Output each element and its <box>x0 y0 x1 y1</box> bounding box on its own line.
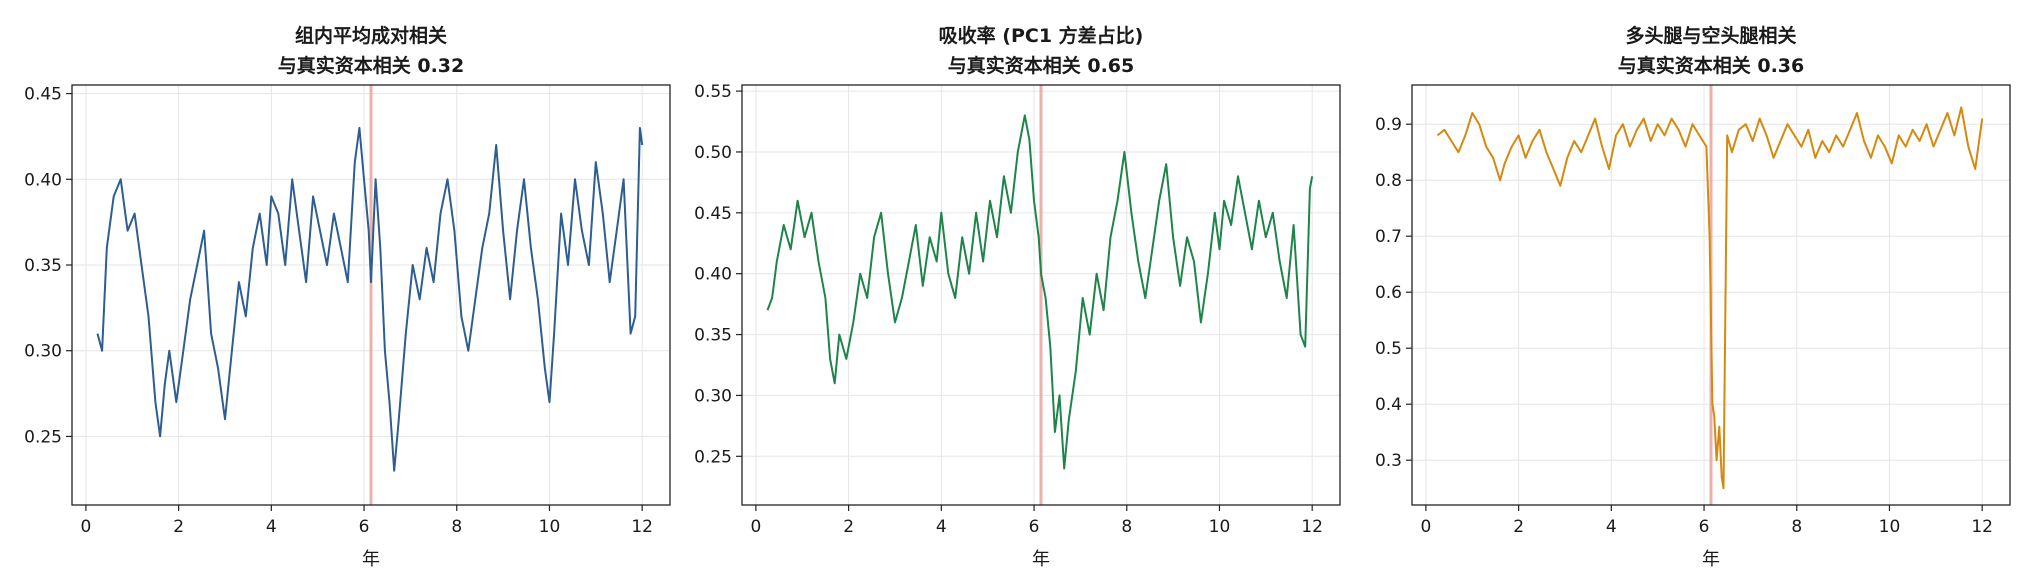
x-tick-label: 10 <box>1209 517 1231 537</box>
x-tick-label: 2 <box>843 517 854 537</box>
plot-frame <box>71 84 671 506</box>
x-tick-label: 4 <box>266 517 277 537</box>
plot-frame <box>1411 84 2011 506</box>
chart-title-line-1: 吸收率 (PC1 方差占比) <box>939 24 1144 47</box>
x-tick-label: 8 <box>1121 517 1132 537</box>
series-line-1 <box>766 114 1314 470</box>
y-tick-label: 0.40 <box>694 265 732 285</box>
x-axis-label: 年 <box>1032 549 1050 570</box>
y-tick-label: 0.5 <box>1375 339 1402 359</box>
x-tick-label: 0 <box>1420 517 1431 537</box>
x-tick-label: 12 <box>1301 517 1323 537</box>
chart-title-line-1: 组内平均成对相关 <box>295 24 447 47</box>
y-tick-label: 0.45 <box>24 85 62 105</box>
x-tick-label: 6 <box>1029 517 1040 537</box>
x-tick-label: 2 <box>1513 517 1524 537</box>
x-tick-label: 4 <box>1606 517 1617 537</box>
chart-panel-3: 多头腿与空头腿相关 与真实资本相关 0.36 年 0 2 4 6 8 10 12 0.3 0.4… <box>1375 24 2011 570</box>
chart-title-line-2: 与真实资本相关 0.36 <box>1618 54 1805 77</box>
y-tick-label: 0.25 <box>24 427 62 447</box>
y-tick-label: 0.30 <box>24 342 62 362</box>
chart-title-line-2: 与真实资本相关 0.65 <box>948 54 1135 77</box>
y-tick-label: 0.6 <box>1375 283 1402 303</box>
y-tick-label: 0.4 <box>1375 395 1402 415</box>
x-tick-label: 10 <box>539 517 561 537</box>
y-tick-label: 0.30 <box>694 386 732 406</box>
x-tick-label: 8 <box>451 517 462 537</box>
y-tick-label: 0.8 <box>1375 171 1402 191</box>
chart-title-line-1: 多头腿与空头腿相关 <box>1625 24 1796 47</box>
x-tick-label: 12 <box>1971 517 1993 537</box>
chart-panel-1: 组内平均成对相关 与真实资本相关 0.32 年 0 2 4 6 8 10 12 0.25 0.3… <box>24 24 671 570</box>
y-tick-label: 0.50 <box>694 143 732 163</box>
chart-title-line-2: 与真实资本相关 0.32 <box>278 54 465 77</box>
x-tick-label: 0 <box>80 517 91 537</box>
y-tick-label: 0.45 <box>694 204 732 224</box>
x-tick-label: 8 <box>1791 517 1802 537</box>
y-tick-label: 0.25 <box>694 447 732 467</box>
x-axis-label: 年 <box>1702 549 1720 570</box>
y-tick-label: 0.9 <box>1375 115 1402 135</box>
chart-panel-2: 吸收率 (PC1 方差占比) 与真实资本相关 0.65 年 0 2 4 6 8 10 12 0… <box>694 24 1341 570</box>
x-tick-label: 10 <box>1879 517 1901 537</box>
x-tick-label: 6 <box>1699 517 1710 537</box>
y-tick-label: 0.40 <box>24 170 62 190</box>
x-tick-label: 0 <box>750 517 761 537</box>
x-axis-label: 年 <box>362 549 380 570</box>
x-tick-label: 6 <box>359 517 370 537</box>
series-line-1 <box>96 126 644 472</box>
x-tick-label: 12 <box>631 517 653 537</box>
y-tick-label: 0.35 <box>694 326 732 346</box>
y-tick-label: 0.7 <box>1375 227 1402 247</box>
x-tick-label: 2 <box>173 517 184 537</box>
y-tick-label: 0.3 <box>1375 451 1402 471</box>
y-tick-label: 0.35 <box>24 256 62 276</box>
x-tick-label: 4 <box>936 517 947 537</box>
y-tick-label: 0.55 <box>694 82 732 102</box>
plot-frame <box>741 84 1341 506</box>
series-line-1 <box>1436 106 1984 490</box>
